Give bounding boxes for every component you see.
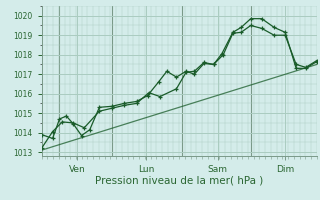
X-axis label: Pression niveau de la mer( hPa ): Pression niveau de la mer( hPa ) xyxy=(95,175,263,185)
